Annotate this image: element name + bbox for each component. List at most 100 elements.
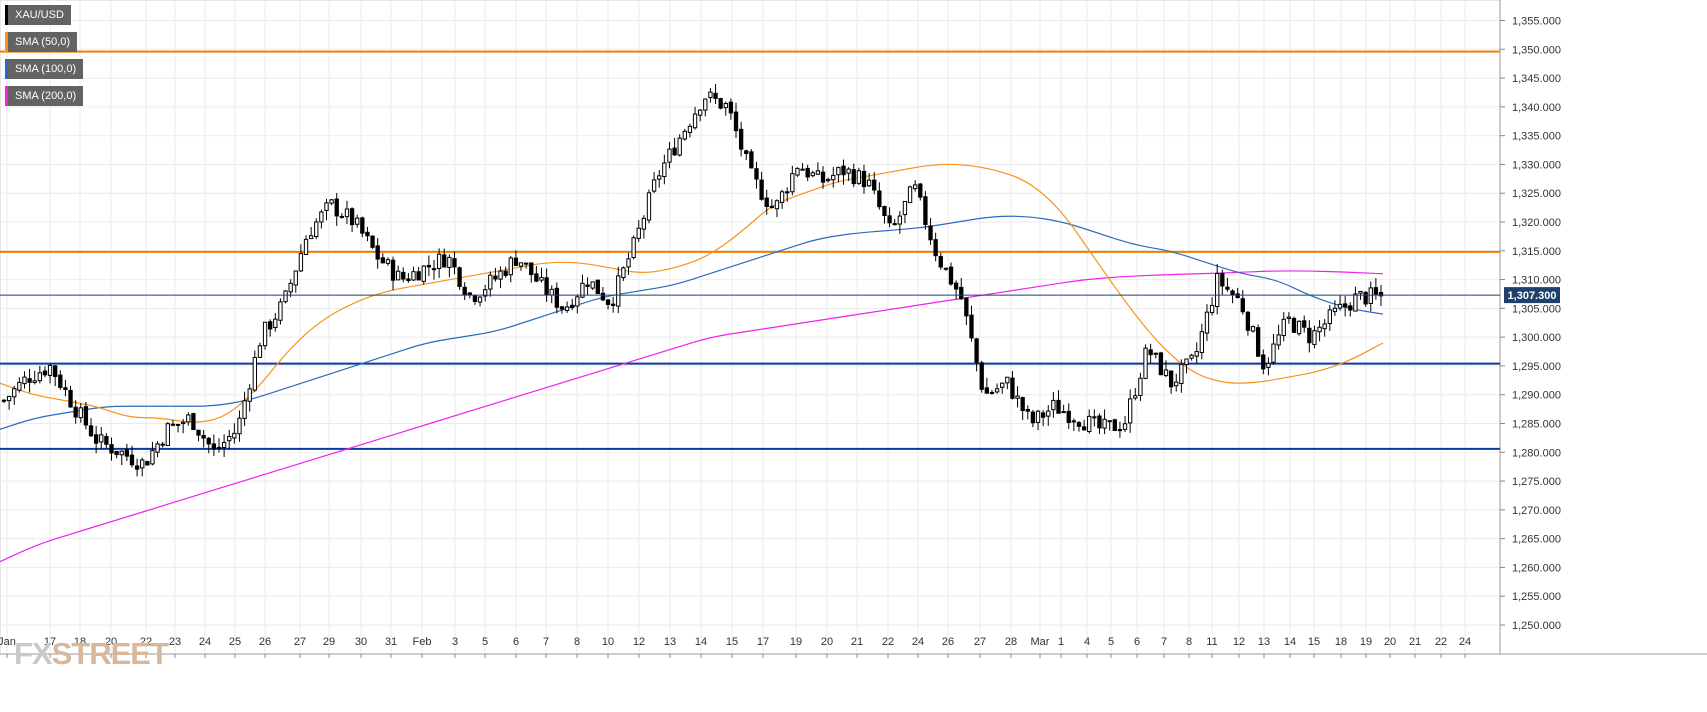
current-price-label: 1,307.300 xyxy=(1508,290,1557,302)
candle-body xyxy=(58,374,63,388)
x-tick-label: 7 xyxy=(543,636,549,648)
legend-item-sma200[interactable]: SMA (200,0) xyxy=(5,86,84,106)
candle-body xyxy=(913,184,918,190)
candle-body xyxy=(324,202,329,211)
x-tick-label: Mar xyxy=(1031,636,1050,648)
legend-item-symbol[interactable]: XAU/USD xyxy=(5,5,71,25)
y-tick-label: 1,265.000 xyxy=(1512,534,1561,546)
candle-body xyxy=(452,258,457,268)
sma100-line xyxy=(0,215,1384,430)
x-tick-label: 8 xyxy=(1186,636,1192,648)
candle-body xyxy=(1245,311,1251,331)
candle-body xyxy=(636,227,641,239)
candle-body xyxy=(948,266,954,285)
candle-body xyxy=(1209,304,1215,314)
candle-body xyxy=(605,299,611,305)
candle-body xyxy=(165,423,170,446)
x-tick-label: 5 xyxy=(1108,636,1114,648)
legend-label: SMA (200,0) xyxy=(15,90,77,102)
x-tick-label: 23 xyxy=(169,636,181,648)
candle-body xyxy=(984,387,990,394)
candle-body xyxy=(698,109,703,116)
legend-item-sma100[interactable]: SMA (100,0) xyxy=(5,59,84,79)
candle-body xyxy=(201,435,206,439)
candle-body xyxy=(641,217,647,230)
candle-body xyxy=(1199,331,1205,353)
candle-body xyxy=(27,378,32,383)
x-tick-label: 27 xyxy=(974,636,986,648)
legend-label: XAU/USD xyxy=(15,9,64,21)
candle-body xyxy=(334,198,339,217)
candle-body xyxy=(1071,420,1077,423)
candle-body xyxy=(278,301,283,321)
candle-body xyxy=(206,437,211,445)
candle-body xyxy=(104,435,109,445)
candle-body xyxy=(283,290,288,303)
candle-body xyxy=(564,306,570,311)
candle-body xyxy=(180,421,186,425)
candle-body xyxy=(1153,352,1158,355)
candle-body xyxy=(549,288,554,296)
candle-body xyxy=(1117,429,1123,432)
candle-body xyxy=(825,178,831,182)
candle-body xyxy=(882,206,887,216)
candle-body xyxy=(457,267,462,287)
candle-body xyxy=(529,262,534,276)
candle-body xyxy=(416,271,421,281)
x-tick-label: 15 xyxy=(726,636,738,648)
candle-body xyxy=(1307,327,1312,344)
candle-body xyxy=(953,282,959,290)
y-tick-label: 1,280.000 xyxy=(1512,447,1561,459)
candle-body xyxy=(1138,377,1143,396)
candle-body xyxy=(268,321,273,330)
y-tick-label: 1,295.000 xyxy=(1512,361,1561,373)
candle-body xyxy=(12,388,17,398)
x-tick-label: 18 xyxy=(1335,636,1347,648)
candle-body xyxy=(124,449,130,457)
candle-body xyxy=(1133,395,1138,399)
candle-body xyxy=(375,245,380,260)
x-tick-label: 15 xyxy=(1308,636,1320,648)
candle-body xyxy=(539,276,544,281)
candle-body xyxy=(877,190,882,208)
y-tick-label: 1,285.000 xyxy=(1512,419,1561,431)
candle-body xyxy=(293,270,298,286)
candle-body xyxy=(979,362,984,390)
candle-body xyxy=(1343,303,1348,308)
candle-body xyxy=(943,267,949,270)
candle-body xyxy=(488,274,493,290)
candle-body xyxy=(114,450,119,456)
candle-body xyxy=(252,357,257,391)
candle-body xyxy=(534,273,539,282)
candle-body xyxy=(738,128,744,150)
candle-body xyxy=(518,262,524,267)
candle-body xyxy=(595,279,600,295)
candle-body xyxy=(308,235,314,240)
candle-body xyxy=(1102,418,1107,429)
candle-body xyxy=(385,259,391,264)
candle-body xyxy=(314,221,319,238)
candle-body xyxy=(273,318,278,329)
candle-body xyxy=(887,215,892,224)
y-tick-label: 1,355.000 xyxy=(1512,16,1561,28)
candle-body xyxy=(447,256,452,268)
candle-body xyxy=(708,91,713,99)
candle-body xyxy=(570,304,575,309)
x-tick-label: 6 xyxy=(1134,636,1140,648)
candle-body xyxy=(191,413,196,431)
candle-body xyxy=(17,381,22,391)
candle-body xyxy=(145,461,150,466)
candle-body xyxy=(1046,410,1051,417)
candle-body xyxy=(590,281,595,289)
candle-body xyxy=(1168,370,1174,388)
candle-body xyxy=(140,459,145,469)
candle-body xyxy=(1122,423,1128,430)
candle-body xyxy=(759,179,764,200)
candle-body xyxy=(621,267,626,279)
candle-body xyxy=(22,376,27,385)
candle-body xyxy=(1230,290,1235,296)
candle-body xyxy=(227,435,232,442)
legend-item-sma50[interactable]: SMA (50,0) xyxy=(5,32,78,52)
